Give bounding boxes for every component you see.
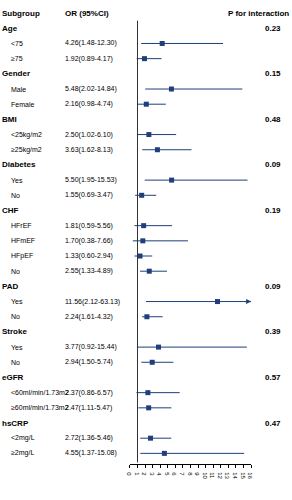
svg-text:13: 13 [224,472,230,479]
svg-text:14: 14 [232,472,238,479]
svg-text:PAD: PAD [2,282,19,291]
svg-text:Age: Age [2,24,18,33]
svg-text:≥25kg/m2: ≥25kg/m2 [11,146,42,154]
svg-text:2.55(1.33-4.89): 2.55(1.33-4.89) [65,267,113,275]
svg-text:2.94(1.50-5.74): 2.94(1.50-5.74) [65,358,113,366]
svg-text:≥60ml/min/1.73m2: ≥60ml/min/1.73m2 [11,404,69,411]
svg-text:15: 15 [240,472,246,479]
svg-text:OR (95%CI): OR (95%CI) [65,9,109,18]
svg-text:0.15: 0.15 [265,69,281,78]
svg-text:1.92(0.89-4.17): 1.92(0.89-4.17) [65,55,113,63]
svg-text:0.57: 0.57 [265,373,281,382]
svg-text:CHF: CHF [2,206,19,215]
svg-text:10: 10 [202,472,208,479]
svg-text:2.47(1.11-5.47): 2.47(1.11-5.47) [65,404,112,412]
svg-text:12: 12 [217,472,223,479]
svg-text:1.55(0.69-3.47): 1.55(0.69-3.47) [65,191,113,199]
svg-text:1.33(0.60-2.94): 1.33(0.60-2.94) [65,252,113,260]
svg-text:hsCRP: hsCRP [2,419,29,428]
svg-text:0.39: 0.39 [265,327,281,336]
svg-text:0.47: 0.47 [265,419,281,428]
svg-text:HFrEF: HFrEF [11,222,32,229]
svg-text:2.50(1.02-6.10): 2.50(1.02-6.10) [65,131,113,139]
svg-text:No: No [11,313,20,320]
svg-text:No: No [11,192,20,199]
svg-text:<2mg/L: <2mg/L [11,434,35,442]
svg-text:<25kg/m2: <25kg/m2 [11,131,42,139]
svg-text:<60ml/min/1.73m2: <60ml/min/1.73m2 [11,389,69,396]
svg-text:≥2mg/L: ≥2mg/L [11,449,34,457]
svg-text:≥75: ≥75 [11,55,23,62]
svg-text:Gender: Gender [2,69,30,78]
svg-text:4: 4 [156,472,162,476]
svg-text:3.77(0.92-15.44): 3.77(0.92-15.44) [65,343,117,351]
svg-text:Yes: Yes [11,177,23,184]
svg-text:Yes: Yes [11,344,23,351]
svg-text:0.48: 0.48 [265,115,281,124]
svg-text:4.55(1.37-15.08): 4.55(1.37-15.08) [65,449,117,457]
svg-text:Stroke: Stroke [2,327,27,336]
svg-text:2: 2 [141,472,147,476]
svg-text:16: 16 [247,472,253,479]
svg-text:1.70(0.38-7.66): 1.70(0.38-7.66) [65,237,113,245]
svg-text:1.81(0.59-5.56): 1.81(0.59-5.56) [65,222,113,230]
svg-text:Subgroup: Subgroup [2,9,40,18]
svg-text:BMI: BMI [2,115,17,124]
svg-text:5.50(1.95-15.53): 5.50(1.95-15.53) [65,176,117,184]
svg-text:P for interaction: P for interaction [228,9,289,18]
svg-text:Male: Male [11,86,26,93]
svg-text:4.26(1.48-12.30): 4.26(1.48-12.30) [65,39,117,47]
svg-text:2.72(1.36-5.46): 2.72(1.36-5.46) [65,434,113,442]
svg-text:9: 9 [194,472,200,476]
svg-text:Diabetes: Diabetes [2,160,36,169]
svg-text:8: 8 [187,472,193,476]
svg-text:6: 6 [171,472,177,476]
svg-text:5.48(2.02-14.84): 5.48(2.02-14.84) [65,85,117,93]
svg-text:HFpEF: HFpEF [11,252,33,260]
svg-text:3: 3 [149,472,155,476]
svg-text:Yes: Yes [11,298,23,305]
svg-text:Female: Female [11,101,34,108]
svg-text:HFmEF: HFmEF [11,237,35,244]
svg-text:0.19: 0.19 [265,206,281,215]
svg-text:1: 1 [134,472,140,476]
svg-text:eGFR: eGFR [2,373,24,382]
svg-text:7: 7 [179,472,185,476]
svg-text:2.24(1.61-4.32): 2.24(1.61-4.32) [65,313,113,321]
svg-text:<75: <75 [11,40,23,47]
svg-text:3.63(1.62-8.13): 3.63(1.62-8.13) [65,146,113,154]
svg-text:0.09: 0.09 [265,160,281,169]
svg-text:0.09: 0.09 [265,282,281,291]
svg-text:11.56(2.12-63.13): 11.56(2.12-63.13) [65,298,120,306]
svg-text:No: No [11,359,20,366]
svg-text:0: 0 [126,472,132,476]
svg-text:0.23: 0.23 [265,24,281,33]
svg-text:11: 11 [209,472,215,479]
svg-text:2.16(0.98-4.74): 2.16(0.98-4.74) [65,100,113,108]
svg-text:5: 5 [164,472,170,476]
svg-text:2.37(0.86-6.57): 2.37(0.86-6.57) [65,389,113,397]
svg-text:No: No [11,268,20,275]
